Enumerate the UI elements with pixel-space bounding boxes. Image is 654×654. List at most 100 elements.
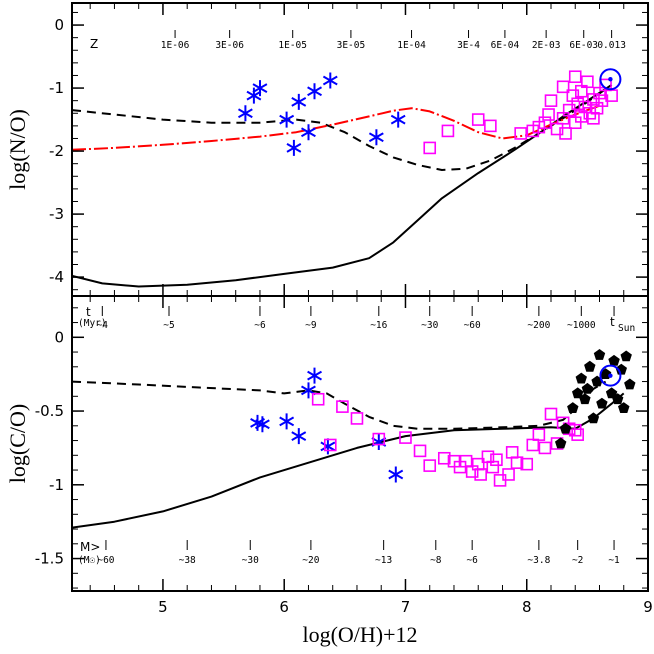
sun-symbol — [599, 364, 622, 387]
pentagon-point — [567, 402, 579, 413]
mass-tick-label: ~8 — [430, 555, 442, 566]
mass-tick-label: ~60 — [97, 555, 114, 566]
mass-scale-unit: (M☉) — [78, 555, 101, 566]
star-point — [279, 111, 295, 128]
square-point — [471, 113, 485, 126]
mass-tick-label: ~20 — [302, 555, 319, 566]
time-sun-label: t — [610, 315, 615, 329]
pentagon-point — [596, 397, 608, 409]
model-dashed-curve — [72, 380, 607, 430]
mass-tick-label: ~6 — [466, 555, 478, 566]
z-tick-label: 2E-03 — [532, 40, 561, 51]
square-point — [502, 468, 515, 481]
mass-scale-label: M> — [80, 540, 100, 554]
square-point — [568, 70, 582, 84]
time-sun-sub: Sun — [618, 323, 635, 334]
square-point — [323, 438, 337, 452]
z-tick-label: 3E-4 — [457, 40, 480, 51]
pentagon-point — [612, 393, 624, 405]
plot-frame — [71, 295, 649, 592]
time-tick-label: ~5 — [163, 320, 174, 331]
square-point — [532, 428, 546, 441]
square-point — [559, 127, 572, 140]
mass-tick-label: ~3.8 — [527, 555, 550, 566]
time-tick-label: ~60 — [464, 320, 481, 331]
x-tick-label: 7 — [401, 598, 411, 616]
square-point — [350, 412, 364, 425]
time-tick-label: ~6 — [254, 320, 266, 331]
plot-area — [72, 349, 636, 529]
square-point — [562, 103, 576, 117]
mass-tick-label: ~2 — [572, 555, 583, 566]
star-point — [320, 438, 336, 455]
pentagon-point — [579, 393, 591, 405]
square-point — [486, 460, 500, 474]
model-solid-curve — [72, 392, 625, 529]
y-tick-label: 0 — [54, 328, 64, 346]
square-point — [474, 468, 487, 481]
y-tick-label: -4 — [49, 268, 64, 286]
pentagon-point — [605, 387, 618, 399]
y-axis-title: log(N/O) — [5, 109, 30, 190]
square-point — [587, 112, 600, 125]
x-tick-label: 6 — [279, 598, 289, 616]
pentagon-point — [624, 378, 636, 390]
sun-dot — [608, 373, 613, 378]
star-point — [307, 367, 322, 384]
star-point — [388, 466, 404, 483]
square-point — [372, 432, 386, 446]
pentagon-point — [575, 372, 587, 384]
z-tick-label: 3E-06 — [215, 40, 244, 51]
star-point — [237, 105, 253, 122]
star-point — [291, 93, 307, 110]
square-point — [413, 444, 427, 458]
pentagon-point — [555, 437, 567, 449]
star-point — [322, 72, 338, 89]
star-point — [368, 129, 384, 146]
square-point — [520, 457, 534, 471]
square-point — [538, 441, 552, 455]
plot-area — [72, 68, 622, 288]
star-point — [307, 83, 322, 100]
pentagon-point — [581, 382, 594, 394]
time-scale-label: t — [86, 305, 91, 319]
z-tick-label: 6E-03 — [569, 40, 598, 51]
y-tick-label: -2 — [49, 142, 64, 160]
square-point — [538, 116, 552, 130]
z-tick-label: 1E-04 — [397, 40, 426, 51]
star-point — [286, 139, 302, 156]
mass-tick-label: ~13 — [375, 555, 392, 566]
mass-tick-label: ~30 — [242, 555, 259, 566]
x-tick-label: 8 — [522, 598, 532, 616]
z-scale-label: Z — [90, 37, 98, 51]
x-tick-label: 5 — [158, 598, 168, 616]
square-point — [514, 127, 527, 140]
time-tick-label: ~1000 — [567, 320, 596, 331]
y-tick-label: -1 — [49, 79, 64, 97]
star-point — [254, 416, 270, 433]
z-tick-label: 3E-05 — [337, 40, 366, 51]
square-point — [556, 80, 570, 94]
y-tick-label: -3 — [49, 205, 64, 223]
sun-symbol — [599, 68, 622, 91]
mass-tick-label: ~1 — [608, 555, 620, 566]
square-point — [311, 392, 325, 406]
square-point — [571, 97, 584, 111]
time-tick-label: ~30 — [421, 320, 438, 331]
time-tick-label: ~9 — [305, 320, 317, 331]
square-point — [336, 400, 349, 413]
sun-dot — [608, 77, 613, 82]
square-point — [544, 407, 558, 421]
pentagon-point — [584, 360, 596, 372]
square-point — [581, 75, 594, 89]
square-point — [542, 108, 555, 121]
pentagon-point — [618, 402, 630, 413]
x-tick-label: 9 — [643, 598, 653, 616]
square-point — [544, 94, 558, 107]
star-point — [279, 413, 295, 430]
star-point — [252, 80, 268, 97]
y-tick-label: -1.5 — [35, 550, 64, 568]
pentagon-point — [620, 350, 632, 362]
pentagon-point — [572, 387, 584, 399]
